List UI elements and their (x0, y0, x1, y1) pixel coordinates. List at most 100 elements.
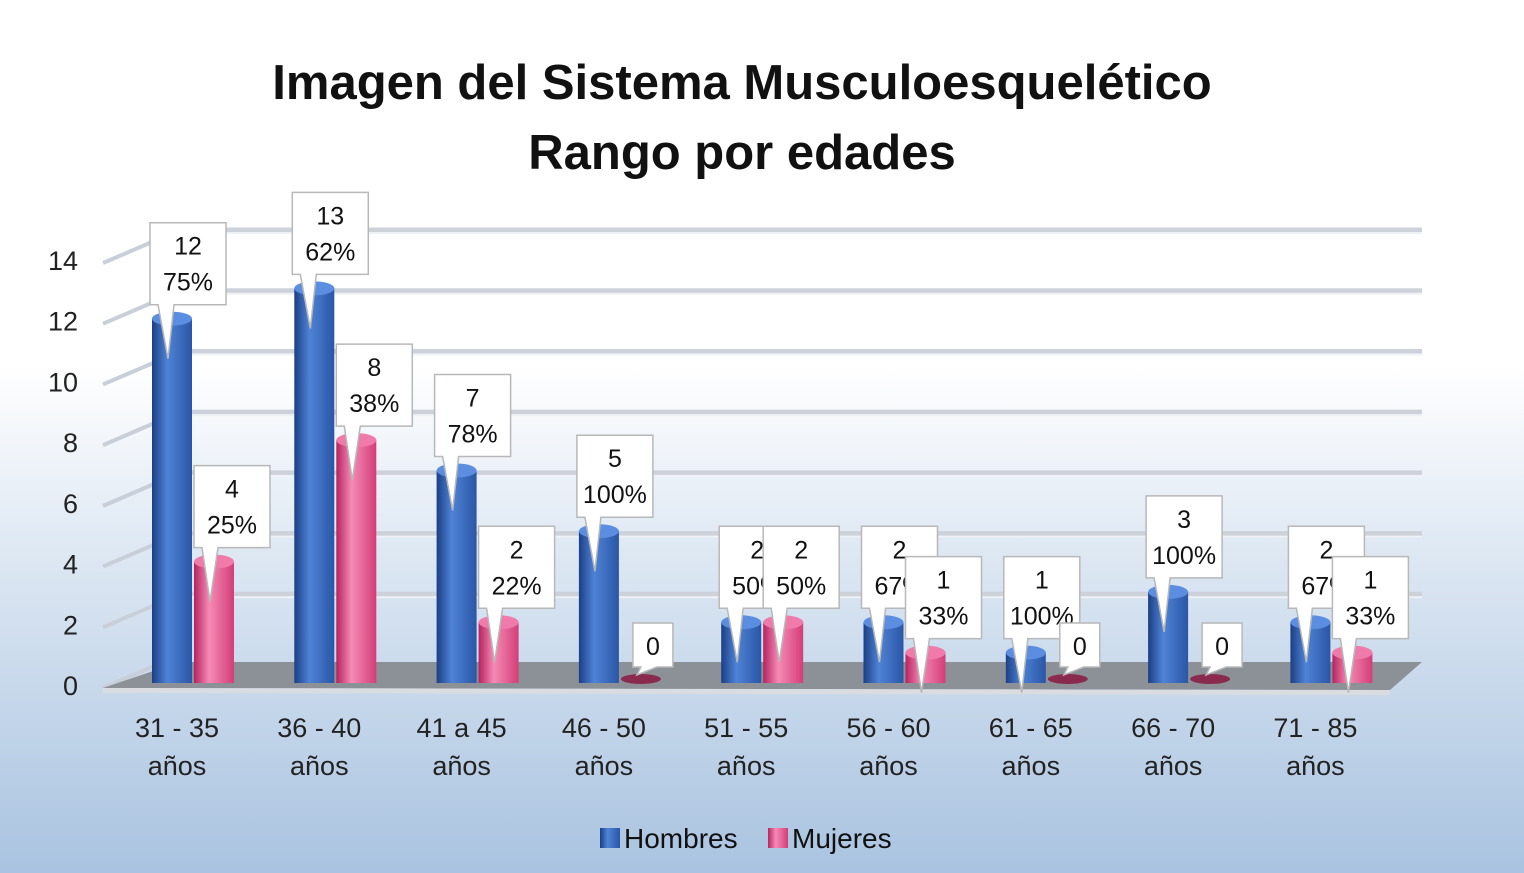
label-text: 8 (367, 354, 381, 382)
legend-label: Hombres (624, 823, 738, 854)
label-text: 2 (794, 536, 808, 564)
label-text: 5 (608, 445, 622, 473)
legend-swatch (600, 828, 620, 848)
label-text: 2 (1319, 536, 1333, 564)
label-box (335, 343, 414, 481)
label-text: 0 (1215, 633, 1229, 661)
legend-label: Mujeres (792, 823, 892, 854)
bar-hombres-7 (1148, 591, 1189, 683)
data-label-hombres-7: 3 100% (1145, 495, 1223, 633)
label-text: 38% (349, 390, 399, 418)
data-label-hombres-2: 778% (433, 373, 512, 511)
y-tick-label: 8 (63, 428, 78, 458)
label-box (1201, 622, 1243, 677)
plot-floor-edge (103, 688, 1390, 695)
x-tick-label: años (290, 751, 349, 781)
bar-mujeres-1 (336, 440, 377, 683)
legend-swatch (768, 828, 788, 848)
x-tick-label: 56 - 60 (846, 713, 930, 743)
x-tick-label: 71 - 85 (1273, 713, 1357, 743)
label-text: 1 (1035, 567, 1049, 595)
label-text: 62% (305, 238, 355, 266)
x-tick-label: años (1144, 751, 1203, 781)
label-text: 12 (174, 233, 202, 261)
label-text: 13 (316, 202, 344, 230)
data-label-mujeres-5: 133% (904, 555, 983, 693)
x-tick-label: años (1002, 751, 1061, 781)
bar-hombres-1 (294, 288, 335, 683)
y-tick-label: 6 (63, 489, 78, 519)
y-tick-label: 4 (63, 550, 78, 580)
chart-title-block: Imagen del Sistema Musculoesquelético Ra… (0, 48, 1484, 188)
x-tick-label: años (575, 751, 634, 781)
label-box (1003, 555, 1081, 693)
data-label-mujeres-7: 0 (1201, 622, 1243, 677)
x-tick-label: 31 - 35 (135, 713, 219, 743)
label-box (904, 555, 983, 693)
label-text: 100% (1152, 542, 1216, 570)
label-box (477, 525, 556, 663)
label-text: 2 (750, 536, 764, 564)
data-label-mujeres-6: 0 (1059, 622, 1101, 677)
label-box (291, 191, 370, 329)
label-box (149, 221, 227, 359)
bar-zero-mujeres-6 (1047, 674, 1088, 684)
legend-item-mujeres: Mujeres (768, 823, 892, 854)
bar-hombres-2 (436, 470, 477, 683)
label-text: 1 (937, 567, 951, 595)
data-label-mujeres-1: 838% (335, 343, 414, 481)
y-tick-label: 10 (48, 367, 78, 397)
label-text: 2 (893, 536, 907, 564)
legend-item-hombres: Hombres (600, 823, 738, 854)
y-tick-label: 14 (48, 246, 78, 276)
label-text: 2 (510, 536, 524, 564)
x-tick-label: 66 - 70 (1131, 713, 1215, 743)
y-tick-label: 0 (63, 671, 78, 701)
x-tick-label: 61 - 65 (989, 713, 1073, 743)
bar-hombres-0 (152, 318, 192, 683)
data-label-hombres-3: 5 100% (576, 434, 654, 572)
x-tick-label: años (148, 751, 207, 781)
label-box (762, 525, 840, 663)
x-tick-label: 36 - 40 (277, 713, 361, 743)
data-label-mujeres-0: 425% (193, 464, 271, 602)
y-tick-label: 2 (63, 610, 78, 640)
label-text: 7 (466, 385, 480, 413)
bar-mujeres-0 (194, 561, 234, 683)
x-tick-label: 51 - 55 (704, 713, 788, 743)
label-box (1145, 495, 1223, 633)
label-text: 4 (225, 476, 239, 504)
bar-zero-mujeres-3 (620, 674, 661, 684)
x-tick-label: 41 a 45 (417, 713, 507, 743)
label-box (193, 464, 271, 602)
label-text: 22% (492, 572, 542, 600)
data-label-mujeres-4: 250% (762, 525, 840, 663)
x-tick-label: 46 - 50 (562, 713, 646, 743)
chart-subtitle: Rango por edades (528, 126, 956, 180)
x-tick-label: años (432, 751, 491, 781)
data-label-mujeres-3: 0 (632, 622, 674, 677)
label-text: 75% (163, 269, 213, 297)
x-tick-label: años (717, 751, 776, 781)
bar-zero-mujeres-7 (1190, 674, 1231, 684)
label-box (1059, 622, 1101, 677)
label-box (433, 373, 512, 511)
x-tick-label: años (1286, 751, 1345, 781)
label-text: 50% (776, 572, 826, 600)
label-text: 0 (646, 633, 660, 661)
chart-title: Imagen del Sistema Musculoesquelético (272, 56, 1212, 110)
data-label-mujeres-2: 222% (477, 525, 556, 663)
label-box (1331, 555, 1410, 693)
plot-floor (103, 662, 1422, 690)
label-text: 3 (1177, 506, 1191, 534)
label-text: 25% (207, 512, 257, 540)
label-box (576, 434, 654, 572)
label-text: 33% (1345, 603, 1395, 631)
label-text: 78% (448, 421, 498, 449)
label-text: 33% (918, 603, 968, 631)
label-box (632, 622, 674, 677)
